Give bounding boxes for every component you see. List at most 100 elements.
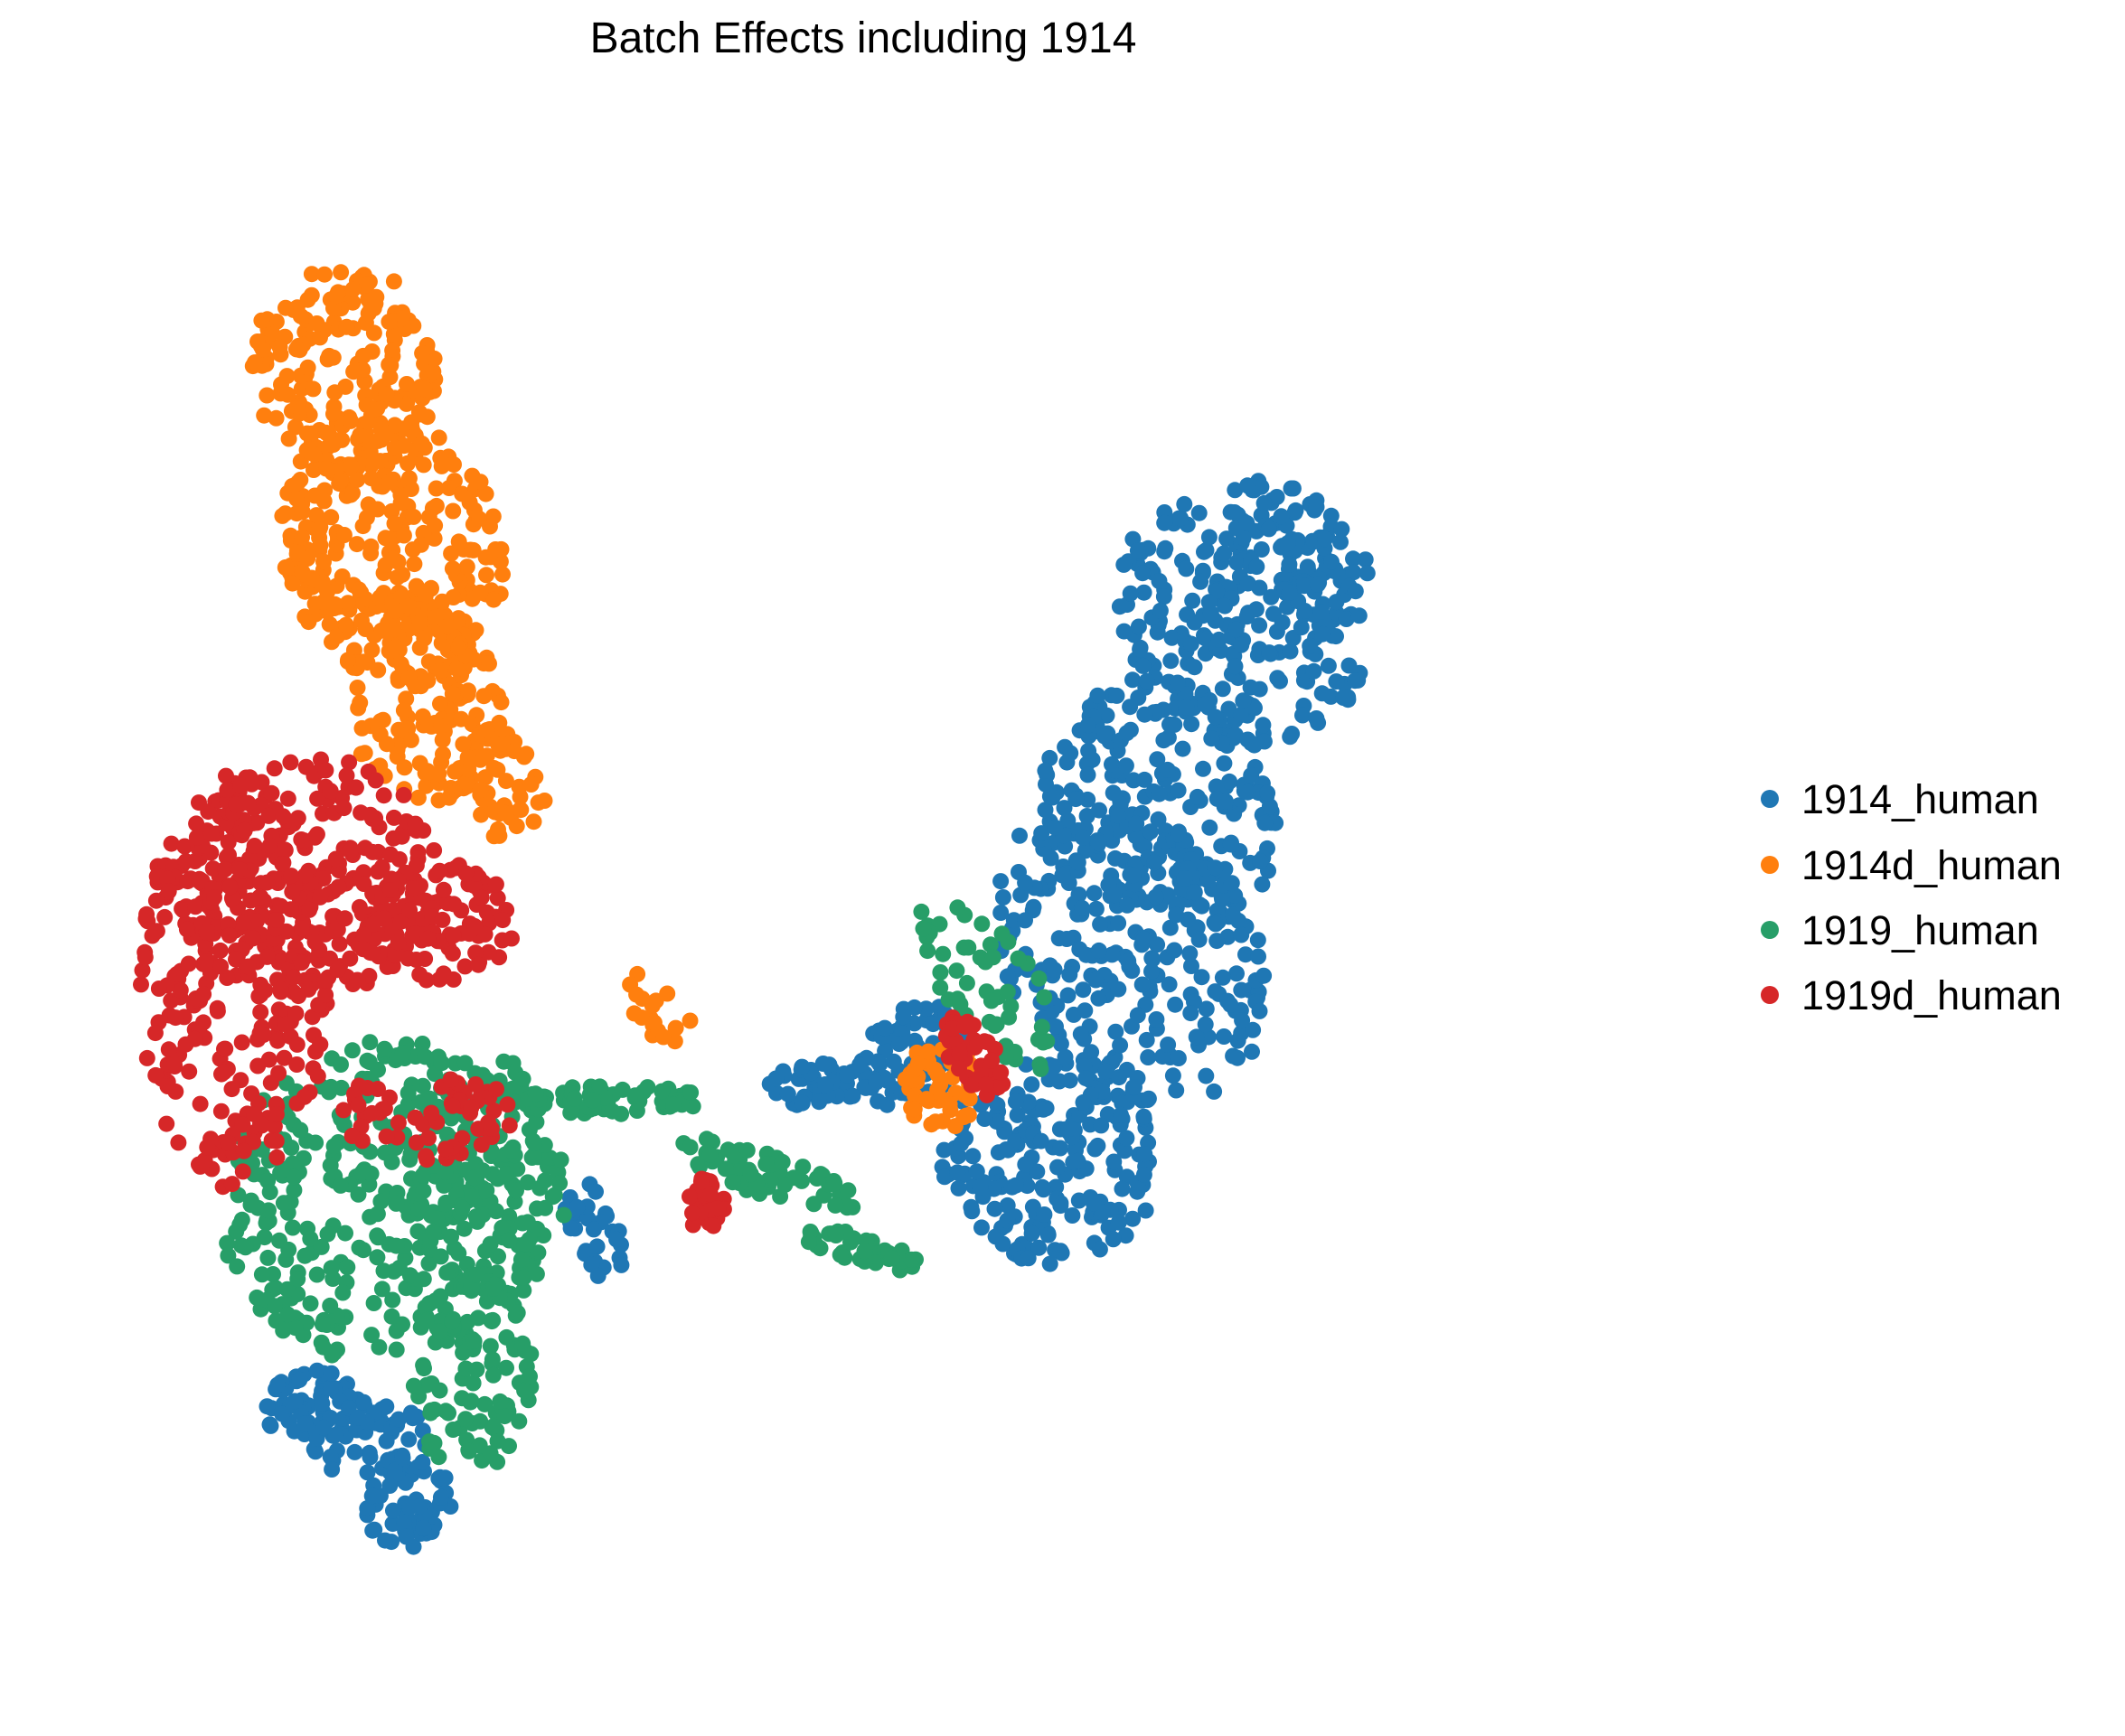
scatter-point-1914_human [1105, 1153, 1123, 1170]
scatter-point-1914_human [1106, 887, 1123, 904]
scatter-point-1914_human [401, 1499, 418, 1515]
scatter-point-1919d_human [435, 965, 452, 982]
scatter-point-1914_human [1250, 948, 1266, 965]
scatter-point-1919d_human [138, 1049, 155, 1066]
scatter-point-1919_human [489, 1432, 506, 1450]
scatter-point-1914_human [404, 1406, 421, 1423]
scatter-point-1914_human [1227, 658, 1244, 675]
scatter-point-1919d_human [215, 1064, 232, 1081]
scatter-point-1914_human [378, 1398, 395, 1415]
scatter-point-1919_human [495, 1053, 512, 1070]
scatter-point-1914_human [1279, 535, 1296, 552]
scatter-point-1919_human [1035, 1034, 1052, 1051]
scatter-point-1919_human [827, 1227, 844, 1243]
scatter-point-1919_human [405, 1377, 422, 1394]
scatter-point-1914d_human [920, 1043, 936, 1060]
scatter-point-1914d_human [348, 536, 365, 553]
scatter-point-1914d_human [340, 595, 356, 612]
scatter-point-1914_human [1036, 1206, 1053, 1223]
scatter-point-1914_human [1166, 942, 1183, 959]
scatter-point-1914_human [324, 1461, 341, 1478]
scatter-point-1914_human [1170, 1050, 1187, 1066]
scatter-point-1914_human [1197, 696, 1214, 713]
scatter-point-1914d_human [464, 467, 481, 484]
scatter-point-1919d_human [684, 1205, 700, 1222]
scatter-point-1914d_human [508, 818, 525, 835]
scatter-point-1914_human [1083, 1044, 1100, 1061]
scatter-point-1919_human [639, 1079, 656, 1096]
scatter-point-1919_human [919, 943, 936, 960]
scatter-point-1914_human [1244, 1043, 1260, 1060]
scatter-point-1919_human [498, 1328, 515, 1346]
scatter-point-1919_human [430, 1449, 447, 1466]
scatter-point-1914_human [1048, 1018, 1064, 1035]
scatter-point-1914d_human [530, 794, 547, 812]
scatter-point-1919_human [1036, 989, 1053, 1006]
scatter-point-1919d_human [221, 927, 238, 944]
scatter-point-1914d_human [249, 333, 266, 350]
scatter-point-1919d_human [411, 966, 428, 983]
scatter-point-1914_human [1033, 825, 1050, 842]
scatter-point-1919d_human [212, 1103, 230, 1120]
scatter-point-1919_human [511, 1412, 528, 1430]
scatter-point-1919_human [776, 1177, 794, 1194]
scatter-point-1919d_human [188, 829, 205, 846]
scatter-point-1914_human [1245, 1021, 1262, 1038]
scatter-point-1914d_human [378, 425, 395, 442]
scatter-point-1919_human [795, 1159, 812, 1176]
scatter-point-1914d_human [363, 642, 381, 659]
scatter-point-1914_human [1050, 930, 1067, 947]
scatter-point-1914d_human [405, 508, 422, 525]
scatter-point-1919d_human [212, 958, 230, 975]
scatter-point-1919_human [465, 1333, 483, 1349]
scatter-point-1919_human [1033, 1018, 1050, 1036]
scatter-point-1914d_human [311, 521, 328, 539]
scatter-point-1914_human [1213, 889, 1230, 906]
scatter-point-1914_human [1176, 870, 1193, 887]
scatter-point-1914_human [1176, 495, 1193, 512]
scatter-point-1914d_human [284, 575, 301, 592]
scatter-point-1914d_human [387, 602, 404, 619]
scatter-point-1919d_human [235, 1142, 252, 1159]
scatter-point-1914_human [1308, 499, 1325, 515]
scatter-point-1914d_human [259, 387, 276, 404]
scatter-point-1914_human [871, 1056, 889, 1073]
scatter-point-1914_human [1050, 1073, 1067, 1090]
scatter-point-1914_human [1151, 785, 1168, 802]
scatter-point-1914_human [1255, 967, 1273, 984]
scatter-point-1914_human [1009, 1106, 1026, 1123]
scatter-point-1914_human [1170, 826, 1187, 843]
scatter-point-1914_human [1224, 906, 1241, 924]
scatter-point-1914_human [1261, 798, 1278, 815]
scatter-point-1914_human [1152, 602, 1169, 619]
scatter-point-1914_human [950, 1179, 967, 1196]
scatter-point-1914d_human [303, 569, 320, 586]
scatter-point-1919d_human [488, 1081, 504, 1098]
scatter-point-1919d_human [400, 950, 417, 967]
scatter-point-1914d_human [497, 773, 514, 790]
scatter-point-1919_human [425, 1223, 442, 1240]
scatter-point-1919_human [292, 1121, 309, 1139]
scatter-point-1914_human [1086, 885, 1103, 902]
scatter-point-1914_human [1057, 1048, 1074, 1065]
scatter-point-1914_human [1032, 1132, 1049, 1150]
scatter-point-1919_human [384, 1291, 401, 1309]
scatter-point-1914_human [1192, 573, 1209, 590]
scatter-point-1914d_human [315, 594, 332, 611]
scatter-point-1914_human [1251, 617, 1268, 634]
scatter-point-1919d_human [249, 1057, 267, 1074]
scatter-point-1914_human [583, 1256, 600, 1273]
scatter-point-1919_human [999, 983, 1016, 1000]
scatter-point-1914d_human [418, 777, 435, 794]
scatter-point-1919d_human [150, 981, 167, 997]
scatter-point-1919_human [416, 1360, 432, 1377]
scatter-point-1914d_human [293, 380, 310, 398]
scatter-point-1919d_human [992, 1064, 1010, 1081]
scatter-point-1914_human [1186, 884, 1203, 901]
scatter-point-1914_human [1037, 762, 1054, 779]
scatter-point-1914_human [1035, 1101, 1052, 1118]
scatter-point-1919_human [551, 1175, 569, 1192]
scatter-point-1919_human [526, 1134, 542, 1151]
scatter-point-1914_human [1195, 760, 1211, 777]
scatter-point-1914_human [1097, 1063, 1114, 1080]
